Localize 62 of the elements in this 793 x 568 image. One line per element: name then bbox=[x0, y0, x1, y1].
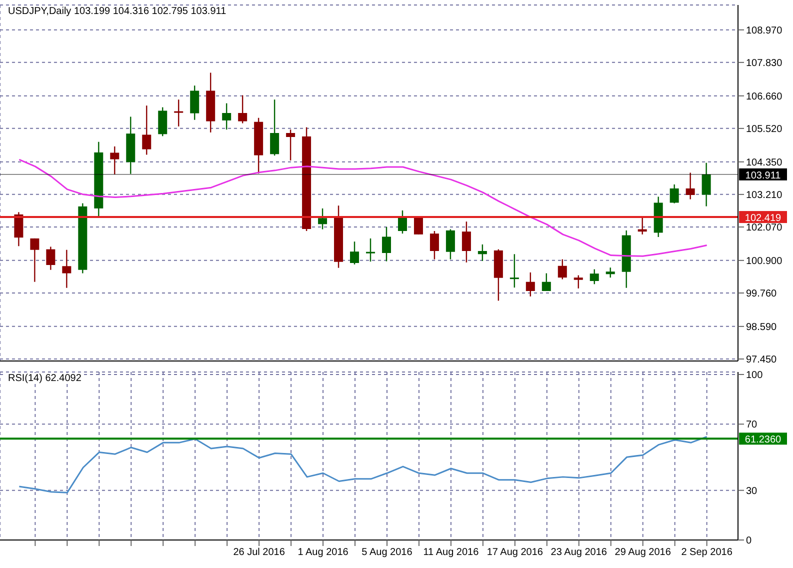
x-tick-label: 5 Aug 2016 bbox=[362, 547, 413, 558]
y-tick-label: 70 bbox=[746, 420, 758, 431]
candlestick bbox=[158, 106, 168, 137]
candlestick bbox=[286, 128, 296, 162]
candlestick bbox=[526, 272, 535, 298]
y-tick-label: 102.070 bbox=[746, 222, 783, 234]
candlestick bbox=[430, 230, 439, 260]
candlestick bbox=[142, 104, 152, 156]
y-tick-label: 104.350 bbox=[746, 157, 783, 168]
y-tick-label: 106.660 bbox=[746, 91, 783, 102]
candlestick bbox=[478, 244, 487, 262]
candlestick bbox=[46, 246, 56, 270]
x-tick-label: 23 Aug 2016 bbox=[550, 547, 608, 558]
candlestick bbox=[382, 226, 391, 262]
y-tick-label: 100 bbox=[746, 370, 764, 382]
candlestick bbox=[510, 254, 519, 288]
candlestick bbox=[606, 266, 615, 278]
candlestick bbox=[30, 238, 40, 282]
x-tick-label: 17 Aug 2016 bbox=[486, 547, 544, 558]
ref-line-label: 61.2360 bbox=[744, 434, 782, 446]
y-tick-label: 107.830 bbox=[746, 58, 783, 69]
y-tick-label: 0 bbox=[746, 536, 752, 547]
line-series bbox=[18, 158, 708, 257]
y-tick-label: 98.590 bbox=[746, 322, 778, 333]
y-tick-label: 105.520 bbox=[746, 124, 783, 135]
y-tick-label: 30 bbox=[746, 486, 758, 497]
candlestick bbox=[190, 84, 200, 120]
candlestick bbox=[110, 146, 120, 176]
x-tick-label: 11 Aug 2016 bbox=[423, 547, 480, 558]
candlestick bbox=[590, 268, 599, 285]
candlestick bbox=[270, 98, 280, 156]
x-tick-label: 2 Sep 2016 bbox=[681, 547, 733, 558]
candlestick bbox=[366, 238, 376, 262]
chart-title: RSI(14) 62.4092 bbox=[6, 373, 84, 384]
x-tick-label: 29 Aug 2016 bbox=[614, 547, 672, 558]
ref-line-label: 102.419 bbox=[744, 213, 782, 224]
candlestick bbox=[686, 172, 695, 200]
candlestick bbox=[446, 228, 455, 260]
candlestick bbox=[62, 249, 72, 288]
y-tick-label: 99.760 bbox=[746, 288, 778, 300]
candlestick bbox=[398, 210, 407, 234]
candlestick bbox=[238, 94, 248, 124]
candlestick bbox=[670, 184, 679, 204]
x-tick-label: 1 Aug 2016 bbox=[298, 547, 349, 558]
candlestick bbox=[318, 208, 328, 230]
x-tick-label: 26 Jul 2016 bbox=[233, 547, 286, 558]
y-tick-label: 108.970 bbox=[746, 25, 783, 36]
y-tick-label: 100.900 bbox=[746, 256, 783, 267]
candlestick bbox=[174, 98, 184, 128]
y-tick-label: 103.210 bbox=[746, 190, 783, 201]
y-tick-label: 97.450 bbox=[746, 354, 778, 366]
candlestick bbox=[702, 162, 711, 207]
candlestick bbox=[462, 220, 471, 264]
chart-title: USDJPY,Daily 103.199 104.316 102.795 103.911 bbox=[6, 6, 228, 17]
candlestick bbox=[542, 272, 551, 292]
candlestick bbox=[14, 212, 24, 247]
candlestick bbox=[558, 258, 567, 280]
candlestick bbox=[574, 274, 583, 290]
candlestick bbox=[222, 102, 232, 130]
ref-line-label: 103.911 bbox=[745, 170, 782, 182]
line-series bbox=[18, 436, 708, 494]
candlestick bbox=[350, 240, 360, 266]
